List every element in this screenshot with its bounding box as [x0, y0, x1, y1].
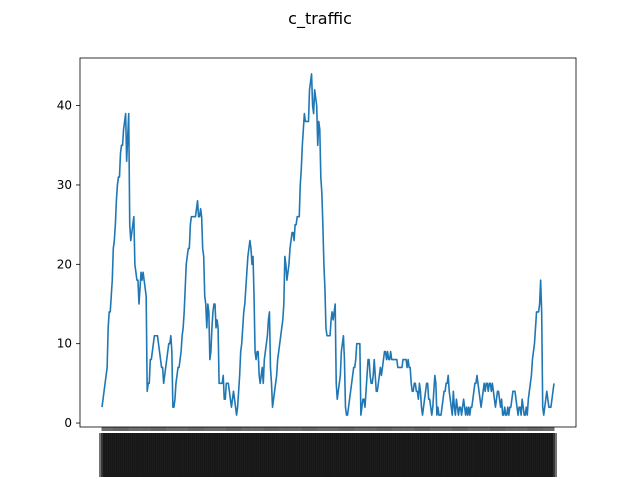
y-tick-label: 10 [57, 337, 72, 351]
x-axis [99, 427, 557, 477]
y-tick-label: 30 [57, 178, 72, 192]
x-tick-label-glyph [551, 433, 557, 477]
plot-frame [79, 57, 577, 428]
chart-title: c_traffic [288, 9, 352, 29]
y-tick-label: 0 [64, 416, 72, 430]
series-line-0 [101, 73, 555, 416]
series-layer [101, 73, 555, 416]
y-axis: 0 10 20 30 40 [57, 99, 80, 430]
y-tick-label: 40 [57, 99, 72, 113]
y-tick-label: 20 [57, 257, 72, 271]
